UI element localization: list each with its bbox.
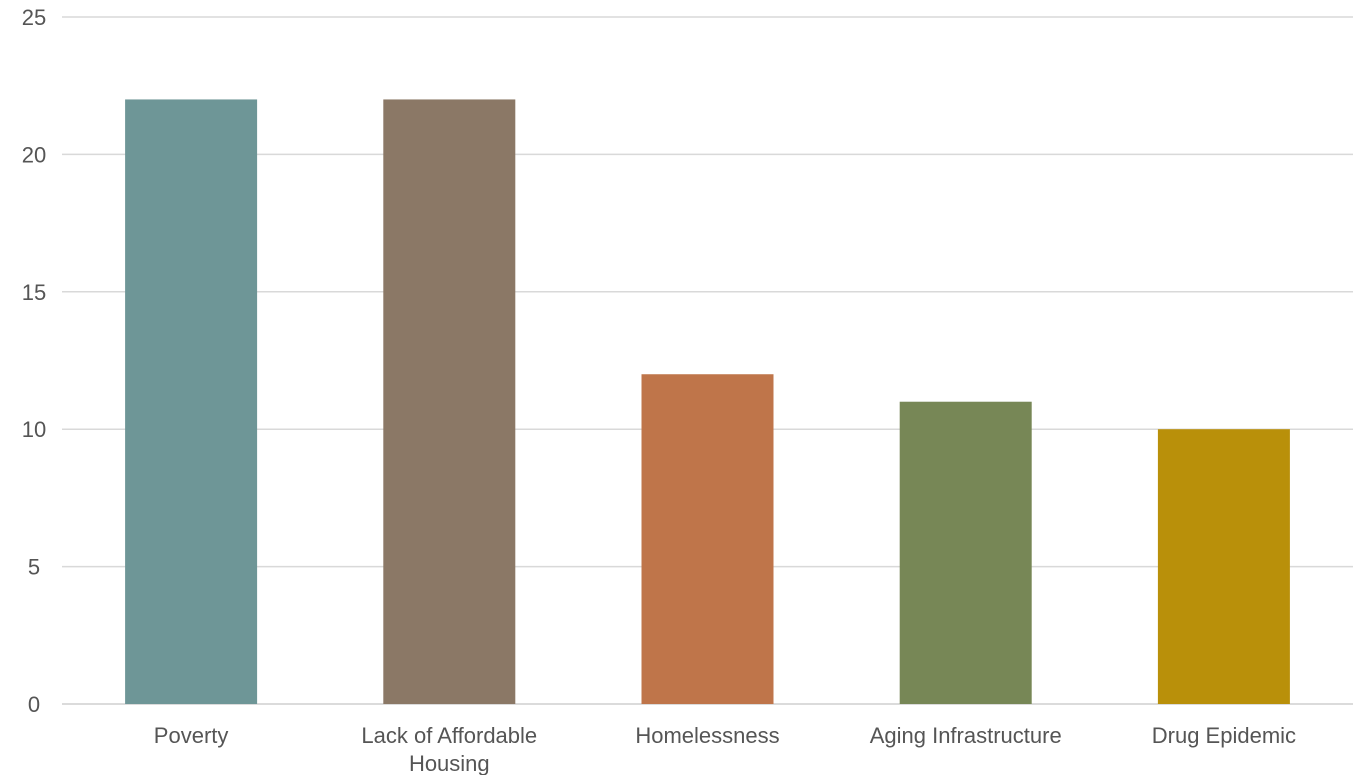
y-tick-label: 15	[22, 280, 46, 305]
x-category-label-line: Aging Infrastructure	[870, 723, 1062, 748]
bars	[125, 99, 1290, 704]
y-tick-label: 0	[28, 692, 40, 717]
bar	[899, 401, 1032, 704]
y-tick-label: 10	[22, 417, 46, 442]
x-category-label: Drug Epidemic	[1152, 723, 1296, 748]
x-category-label: Homelessness	[635, 723, 779, 748]
bar	[641, 374, 774, 704]
y-tick-label: 5	[28, 555, 40, 580]
x-category-label-line: Drug Epidemic	[1152, 723, 1296, 748]
x-category-label-line: Homelessness	[635, 723, 779, 748]
y-axis-ticks: 0 5 10 15 20 25	[22, 5, 46, 717]
x-category-label: Poverty	[154, 723, 229, 748]
x-category-label-line: Lack of Affordable	[361, 723, 537, 748]
x-category-label: Lack of Affordable Housing	[361, 723, 537, 775]
x-category-label-line: Poverty	[154, 723, 229, 748]
bar	[125, 99, 258, 704]
x-category-label-line: Housing	[409, 751, 490, 775]
y-tick-label: 25	[22, 5, 46, 30]
bar	[383, 99, 516, 704]
bar	[1157, 429, 1290, 704]
x-category-label: Aging Infrastructure	[870, 723, 1062, 748]
y-tick-label: 20	[22, 142, 46, 167]
x-axis-labels: Poverty Lack of Affordable Housing Homeless…	[154, 723, 1296, 775]
